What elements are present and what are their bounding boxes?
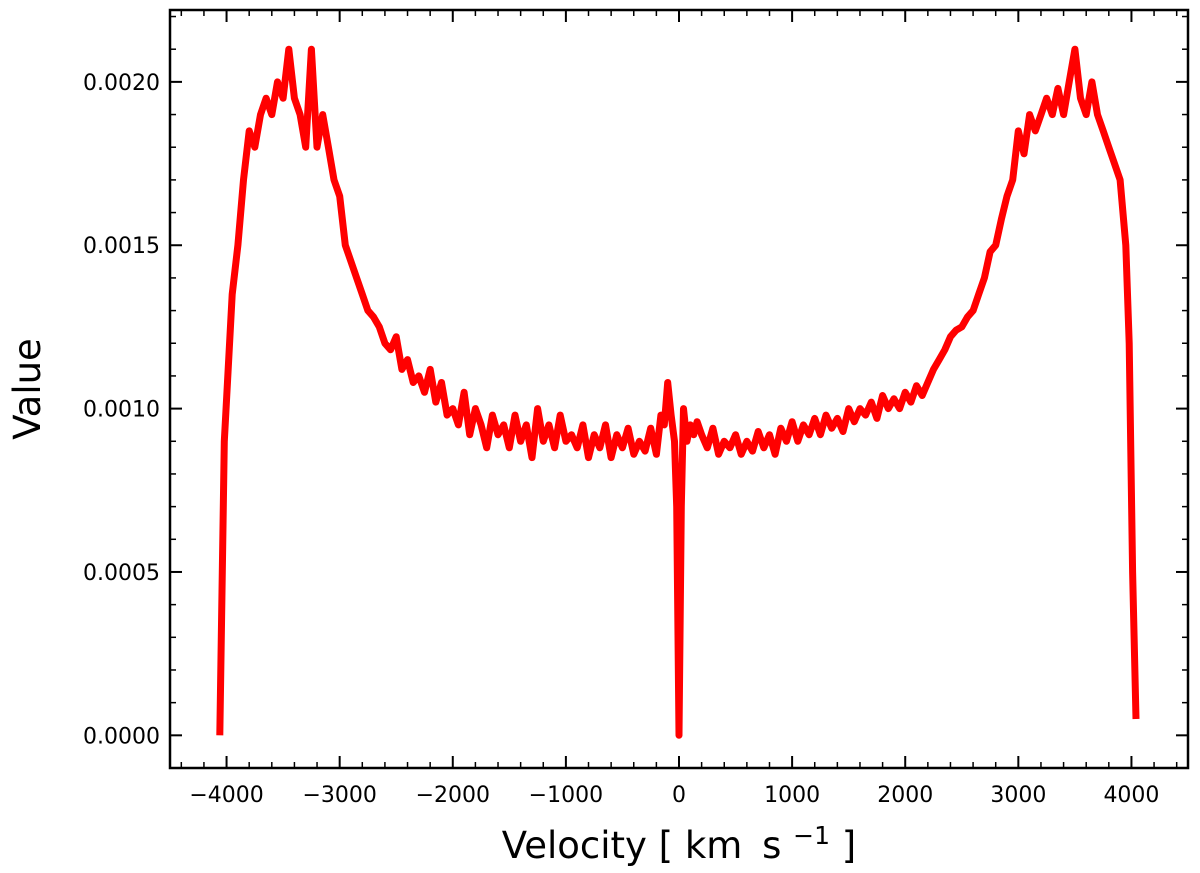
y-tick-label: 0.0015 [83,234,160,259]
x-axis-label-name: Velocity [502,824,647,867]
x-axis-label-bracket-open: [ [659,824,673,867]
x-tick-label: 2000 [877,783,933,808]
y-tick-label: 0.0010 [83,398,160,423]
plot-area [216,45,1140,739]
x-tick-label: −2000 [416,783,490,808]
y-tick-label: 0.0020 [83,71,160,96]
y-tick-label: 0.0005 [83,561,160,586]
x-tick-label: 0 [672,783,686,808]
x-tick-label: 3000 [990,783,1046,808]
x-axis-label-km: km [685,824,742,867]
x-axis-label-exponent: −1 [793,821,830,850]
x-tick-label: −3000 [302,783,376,808]
series-line-0 [216,45,1140,739]
y-axis-label: Value [6,338,49,440]
x-tick-label: −4000 [189,783,263,808]
x-tick-label: −1000 [529,783,603,808]
x-axis-label: Velocity [ km s −1 ] [502,810,856,867]
x-axis-label-s: s [762,824,781,867]
ticks: −4000 −3000 −2000 −1000 0 1000 2000 3000 4000 0.0… [83,10,1188,808]
x-tick-label: 1000 [764,783,820,808]
x-axis-label-bracket-close: ] [842,824,856,867]
y-tick-label: 0.0000 [83,724,160,749]
x-tick-label: 4000 [1103,783,1159,808]
